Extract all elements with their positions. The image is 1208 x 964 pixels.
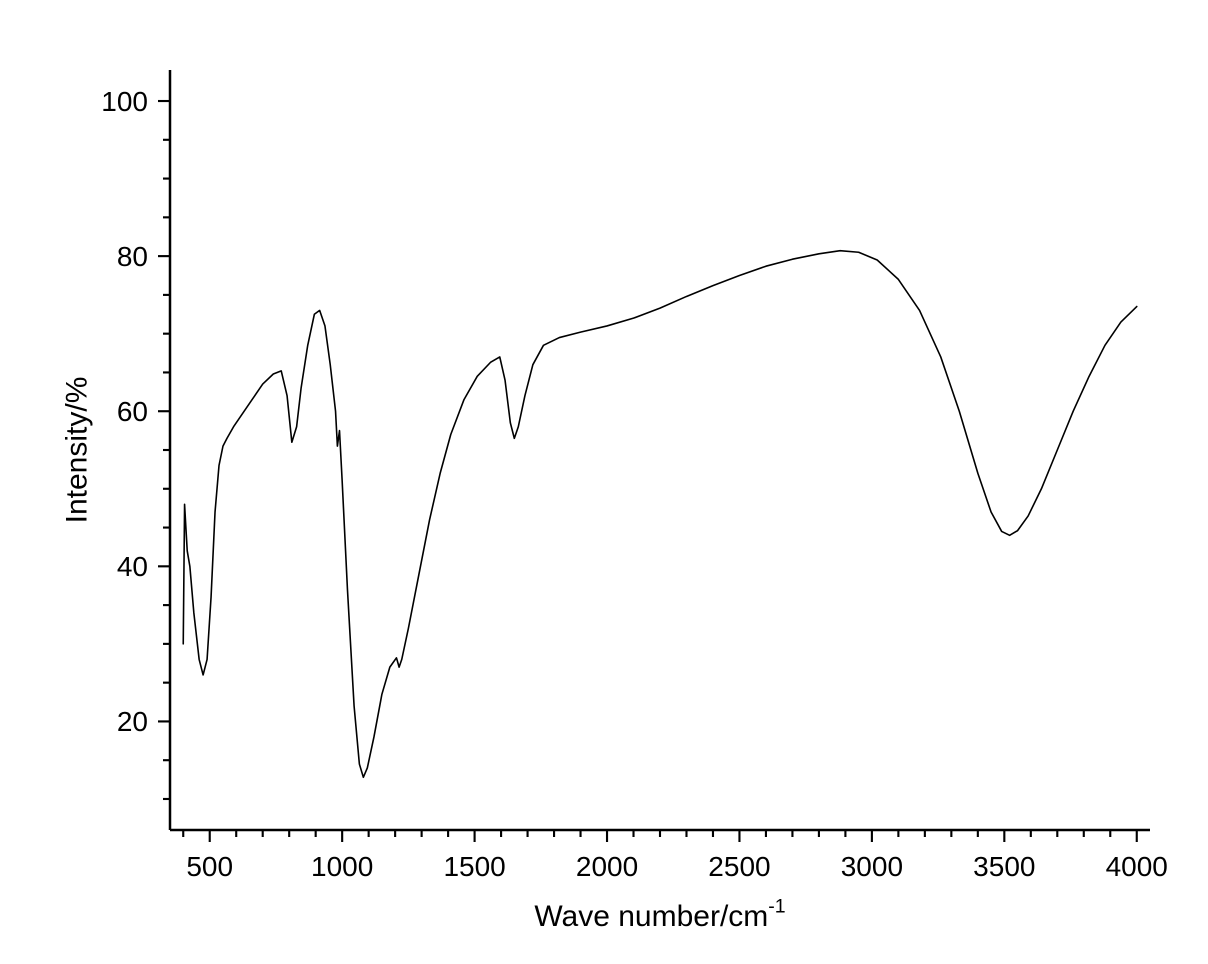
x-tick-label: 1000	[311, 851, 373, 882]
x-axis-label: Wave number/cm-1	[534, 896, 785, 934]
y-tick-label: 100	[101, 86, 148, 117]
y-tick-label: 80	[117, 241, 148, 272]
x-tick-label: 500	[186, 851, 233, 882]
x-tick-label: 2000	[576, 851, 638, 882]
x-tick-label: 3000	[841, 851, 903, 882]
y-tick-label: 40	[117, 551, 148, 582]
x-tick-label: 1500	[443, 851, 505, 882]
x-tick-label: 3500	[973, 851, 1035, 882]
x-tick-label: 2500	[708, 851, 770, 882]
y-tick-label: 60	[117, 396, 148, 427]
y-tick-label: 20	[117, 706, 148, 737]
ir-spectrum-chart: 500 1000 1500 2000 2500 3000 3500 4000 20 40 60 80 1…	[0, 0, 1208, 964]
y-axis-label: Intensity/%	[60, 377, 93, 524]
x-tick-label: 4000	[1106, 851, 1168, 882]
